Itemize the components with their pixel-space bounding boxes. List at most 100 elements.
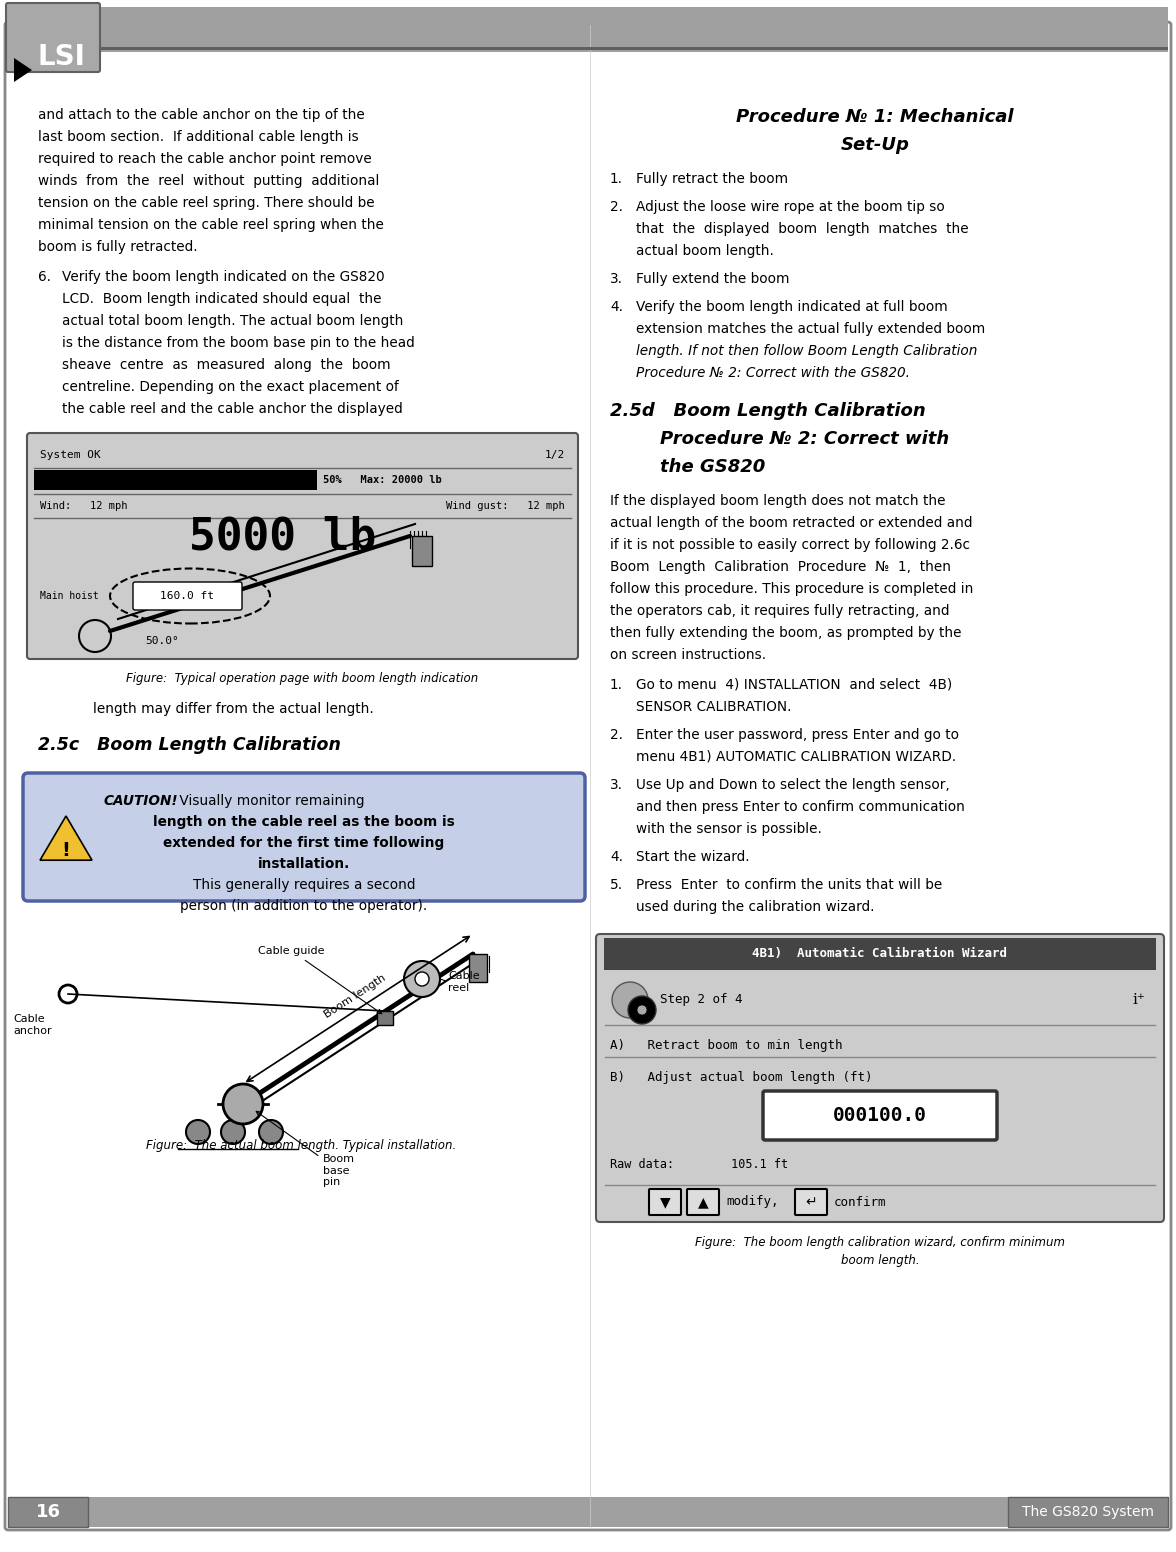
Circle shape bbox=[628, 996, 656, 1024]
Text: SENSOR CALIBRATION.: SENSOR CALIBRATION. bbox=[636, 700, 791, 714]
Text: 2.5c   Boom Length Calibration: 2.5c Boom Length Calibration bbox=[38, 736, 341, 754]
Text: Fully retract the boom: Fully retract the boom bbox=[636, 172, 788, 186]
Text: i⁺: i⁺ bbox=[1132, 993, 1145, 1007]
Text: length on the cable reel as the boom is: length on the cable reel as the boom is bbox=[153, 815, 455, 829]
Bar bbox=[604, 937, 1156, 970]
Text: Cable guide: Cable guide bbox=[259, 947, 382, 1013]
Text: the operators cab, it requires fully retracting, and: the operators cab, it requires fully ret… bbox=[610, 604, 949, 618]
Text: sheave  centre  as  measured  along  the  boom: sheave centre as measured along the boom bbox=[62, 359, 390, 372]
Bar bbox=[1008, 1498, 1168, 1527]
Text: Figure:  The boom length calibration wizard, confirm minimum: Figure: The boom length calibration wiza… bbox=[695, 1235, 1065, 1249]
Circle shape bbox=[221, 1121, 245, 1144]
Text: confirm: confirm bbox=[834, 1195, 887, 1209]
Text: used during the calibration wizard.: used during the calibration wizard. bbox=[636, 900, 875, 914]
Text: Cable
reel: Cable reel bbox=[448, 972, 480, 993]
Polygon shape bbox=[14, 57, 32, 82]
Text: 2.: 2. bbox=[610, 728, 623, 742]
Text: 3.: 3. bbox=[610, 778, 623, 792]
FancyBboxPatch shape bbox=[6, 3, 100, 71]
Circle shape bbox=[612, 982, 648, 1018]
Text: Visually monitor remaining: Visually monitor remaining bbox=[175, 795, 365, 809]
Bar bbox=[412, 535, 432, 566]
Text: !: ! bbox=[61, 841, 71, 860]
Text: the cable reel and the cable anchor the displayed: the cable reel and the cable anchor the … bbox=[62, 402, 402, 416]
Text: 2.5d   Boom Length Calibration: 2.5d Boom Length Calibration bbox=[610, 402, 926, 421]
Text: Wind gust:   12 mph: Wind gust: 12 mph bbox=[446, 501, 564, 511]
Text: 50%   Max: 20000 lb: 50% Max: 20000 lb bbox=[323, 475, 442, 484]
Circle shape bbox=[405, 961, 440, 996]
Text: Figure:  Typical operation page with boom length indication: Figure: Typical operation page with boom… bbox=[126, 672, 479, 684]
Text: Boom
base
pin: Boom base pin bbox=[256, 1111, 355, 1187]
Text: Set-Up: Set-Up bbox=[841, 137, 909, 154]
Text: 160.0 ft: 160.0 ft bbox=[160, 591, 214, 601]
Text: centreline. Depending on the exact placement of: centreline. Depending on the exact place… bbox=[62, 380, 399, 394]
Text: Step 2 of 4: Step 2 of 4 bbox=[660, 993, 742, 1007]
Text: length. If not then follow Boom Length Calibration: length. If not then follow Boom Length C… bbox=[636, 345, 977, 359]
Text: length may differ from the actual length.: length may differ from the actual length… bbox=[93, 702, 374, 715]
Text: last boom section.  If additional cable length is: last boom section. If additional cable l… bbox=[38, 130, 359, 144]
Bar bbox=[34, 470, 318, 490]
Bar bbox=[469, 954, 487, 982]
Text: menu 4B1) AUTOMATIC CALIBRATION WIZARD.: menu 4B1) AUTOMATIC CALIBRATION WIZARD. bbox=[636, 750, 956, 764]
Text: ▲: ▲ bbox=[697, 1195, 708, 1209]
Bar bbox=[8, 1498, 1168, 1527]
Text: winds  from  the  reel  without  putting  additional: winds from the reel without putting addi… bbox=[38, 174, 380, 188]
Text: actual total boom length. The actual boom length: actual total boom length. The actual boo… bbox=[62, 314, 403, 327]
Text: LCD.  Boom length indicated should equal  the: LCD. Boom length indicated should equal … bbox=[62, 292, 381, 306]
Text: installation.: installation. bbox=[258, 857, 350, 871]
Text: System OK: System OK bbox=[40, 450, 101, 459]
Text: Verify the boom length indicated on the GS820: Verify the boom length indicated on the … bbox=[62, 270, 385, 284]
Text: Start the wizard.: Start the wizard. bbox=[636, 850, 749, 864]
Bar bbox=[8, 47, 1168, 50]
Text: is the distance from the boom base pin to the head: is the distance from the boom base pin t… bbox=[62, 335, 415, 351]
Text: ▼: ▼ bbox=[660, 1195, 670, 1209]
Text: B)   Adjust actual boom length (ft): B) Adjust actual boom length (ft) bbox=[610, 1071, 873, 1083]
Text: Procedure № 1: Mechanical: Procedure № 1: Mechanical bbox=[736, 109, 1014, 126]
Polygon shape bbox=[40, 816, 92, 860]
Bar bbox=[377, 1010, 393, 1024]
Text: Wind:   12 mph: Wind: 12 mph bbox=[40, 501, 127, 511]
FancyBboxPatch shape bbox=[795, 1189, 827, 1215]
Text: Adjust the loose wire rope at the boom tip so: Adjust the loose wire rope at the boom t… bbox=[636, 200, 944, 214]
Bar bbox=[8, 1498, 88, 1527]
Bar bbox=[8, 8, 1168, 53]
Text: extension matches the actual fully extended boom: extension matches the actual fully exten… bbox=[636, 321, 985, 335]
Text: Cable
anchor: Cable anchor bbox=[13, 1013, 52, 1037]
Text: if it is not possible to easily correct by following 2.6c: if it is not possible to easily correct … bbox=[610, 539, 970, 553]
Text: 1.: 1. bbox=[610, 678, 623, 692]
Text: 6.: 6. bbox=[38, 270, 51, 284]
FancyBboxPatch shape bbox=[5, 22, 1171, 1530]
Text: extended for the first time following: extended for the first time following bbox=[163, 837, 445, 850]
Text: A)   Retract boom to min length: A) Retract boom to min length bbox=[610, 1038, 842, 1052]
Text: on screen instructions.: on screen instructions. bbox=[610, 649, 766, 663]
Text: 000100.0: 000100.0 bbox=[833, 1107, 927, 1125]
Text: Boom  Length  Calibration  Procedure  №  1,  then: Boom Length Calibration Procedure № 1, t… bbox=[610, 560, 951, 574]
Text: minimal tension on the cable reel spring when the: minimal tension on the cable reel spring… bbox=[38, 217, 383, 231]
FancyBboxPatch shape bbox=[687, 1189, 719, 1215]
FancyBboxPatch shape bbox=[24, 773, 584, 902]
FancyBboxPatch shape bbox=[27, 433, 577, 660]
Text: 1/2: 1/2 bbox=[544, 450, 564, 459]
FancyBboxPatch shape bbox=[649, 1189, 681, 1215]
Text: Fully extend the boom: Fully extend the boom bbox=[636, 272, 789, 286]
Circle shape bbox=[186, 1121, 211, 1144]
Text: 5.: 5. bbox=[610, 878, 623, 892]
Circle shape bbox=[223, 1083, 263, 1124]
Circle shape bbox=[415, 972, 429, 986]
Text: Figure:  The actual boom length. Typical installation.: Figure: The actual boom length. Typical … bbox=[146, 1139, 456, 1152]
Text: that  the  displayed  boom  length  matches  the: that the displayed boom length matches t… bbox=[636, 222, 969, 236]
Text: 1.: 1. bbox=[610, 172, 623, 186]
Text: actual boom length.: actual boom length. bbox=[636, 244, 774, 258]
Text: Procedure № 2: Correct with the GS820.: Procedure № 2: Correct with the GS820. bbox=[636, 366, 910, 380]
Text: 50.0°: 50.0° bbox=[145, 636, 179, 646]
Text: CAUTION!: CAUTION! bbox=[103, 795, 178, 809]
Text: 5000 lb: 5000 lb bbox=[189, 515, 376, 559]
Text: Go to menu  4) INSTALLATION  and select  4B): Go to menu 4) INSTALLATION and select 4B… bbox=[636, 678, 953, 692]
Text: with the sensor is possible.: with the sensor is possible. bbox=[636, 823, 822, 837]
Text: actual length of the boom retracted or extended and: actual length of the boom retracted or e… bbox=[610, 515, 973, 529]
FancyBboxPatch shape bbox=[763, 1091, 997, 1141]
Text: Main hoist: Main hoist bbox=[40, 591, 99, 601]
Text: Raw data:        105.1 ft: Raw data: 105.1 ft bbox=[610, 1158, 788, 1170]
Text: person (in addition to the operator).: person (in addition to the operator). bbox=[180, 899, 428, 913]
Text: tension on the cable reel spring. There should be: tension on the cable reel spring. There … bbox=[38, 196, 375, 210]
